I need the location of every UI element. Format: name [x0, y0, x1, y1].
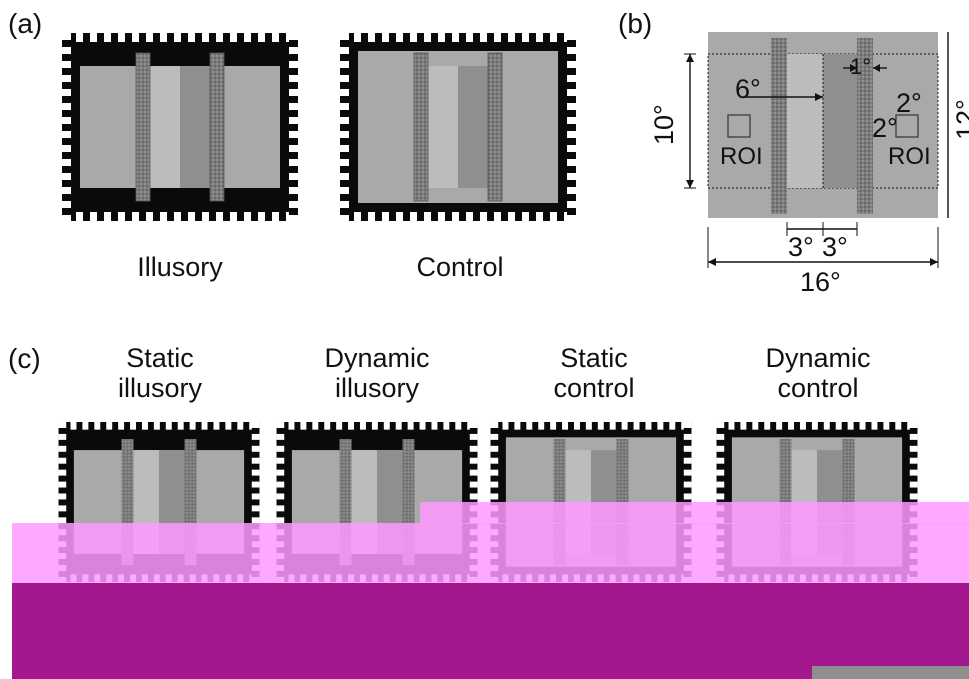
- condition-line1: Dynamic: [765, 343, 871, 373]
- condition-line2: illusory: [117, 373, 203, 403]
- right-bar: [209, 52, 225, 202]
- dim-6deg: 6°: [735, 74, 761, 104]
- illusory-stimulus: [62, 33, 298, 221]
- panel-a-letter: (a): [8, 8, 43, 39]
- glitch-band-pink: [12, 523, 969, 583]
- roi-label-left: ROI: [720, 143, 763, 170]
- condition-line2: illusory: [334, 373, 420, 403]
- glitch-band-magenta: [12, 583, 969, 679]
- glitch-block-gray: [812, 666, 969, 679]
- dim-3deg-right: 3°: [822, 232, 848, 262]
- condition-line2: control: [553, 373, 635, 403]
- panel-b-letter: (b): [618, 8, 653, 39]
- condition-line1: Static: [126, 343, 194, 373]
- condition-dynamic-control: Dynamic control: [738, 343, 898, 403]
- caption-control: Control: [416, 252, 504, 282]
- dim-3deg-left: 3°: [788, 232, 814, 262]
- dim-12deg: 12°: [951, 99, 969, 140]
- condition-static-illusory: Static illusory: [80, 343, 240, 403]
- condition-static-control: Static control: [514, 343, 674, 403]
- geometry-diagram: [684, 32, 949, 268]
- dim-16deg: 16°: [800, 267, 841, 297]
- caption-illusory: Illusory: [137, 252, 223, 282]
- dim-1deg: 1°: [850, 54, 872, 79]
- dim-2deg-h: 2°: [872, 113, 898, 143]
- condition-line1: Dynamic: [324, 343, 430, 373]
- left-bar: [135, 52, 151, 202]
- control-stimulus: [340, 33, 576, 221]
- panel-c-letter: (c): [8, 343, 41, 374]
- dim-10deg: 10°: [649, 104, 679, 145]
- condition-line1: Static: [560, 343, 628, 373]
- condition-dynamic-illusory: Dynamic illusory: [297, 343, 457, 403]
- condition-line2: control: [777, 373, 859, 403]
- dim-2deg-w: 2°: [896, 88, 922, 118]
- roi-label-right: ROI: [888, 143, 931, 170]
- glitch-band-pink-right: [420, 502, 969, 524]
